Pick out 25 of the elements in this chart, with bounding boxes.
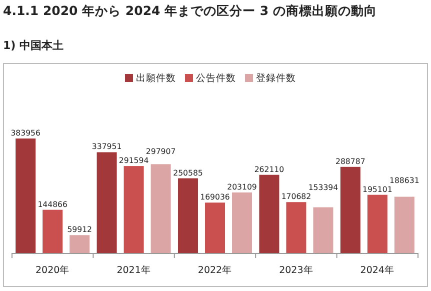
bar — [259, 174, 280, 253]
x-tick-label: 2021年 — [116, 264, 151, 276]
bar — [178, 178, 198, 253]
bar — [70, 235, 90, 253]
bar — [42, 210, 63, 253]
bar — [16, 138, 36, 253]
x-tick-label: 2022年 — [198, 264, 232, 276]
chart-title: 4.1.1 2020 年から 2024 年までの区分ー 3 の商標出願の動向 — [3, 3, 377, 18]
bar — [367, 194, 388, 253]
bar — [286, 202, 306, 253]
bar — [232, 192, 252, 253]
bar — [96, 152, 117, 253]
legend-label: 公告件数 — [196, 72, 236, 84]
bar — [150, 164, 171, 253]
bar — [313, 207, 334, 253]
x-tick-label: 2023年 — [279, 264, 314, 276]
legend-label: 登録件数 — [256, 72, 296, 84]
bar — [394, 196, 414, 253]
bar — [205, 202, 225, 253]
legend-label: 出願件数 — [136, 72, 176, 84]
bar — [124, 166, 144, 253]
bar — [340, 166, 360, 253]
x-tick-label: 2020年 — [36, 264, 70, 276]
chart-subtitle: 1) 中国本土 — [3, 39, 64, 52]
x-tick-label: 2024年 — [360, 264, 394, 276]
